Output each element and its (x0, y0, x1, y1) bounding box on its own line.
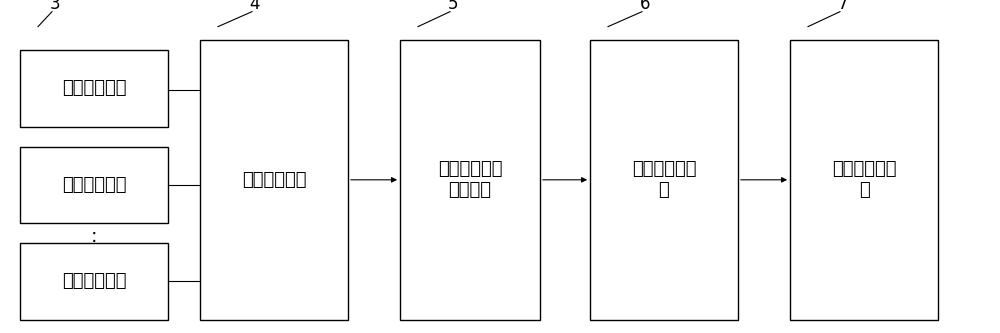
Text: :: : (91, 227, 97, 246)
Bar (200, 40, 348, 320)
Bar (590, 40, 738, 320)
Text: 通道切换单元: 通道切换单元 (242, 171, 306, 189)
Text: 第一低噪声放
大器单元: 第一低噪声放 大器单元 (438, 161, 502, 199)
Bar (20, 243, 168, 320)
Bar (20, 147, 168, 223)
Text: 单轴磁传感器: 单轴磁传感器 (62, 272, 126, 290)
Text: 7: 7 (838, 0, 848, 13)
Text: 3: 3 (50, 0, 60, 13)
Text: 第一积分器单
元: 第一积分器单 元 (832, 161, 896, 199)
Bar (790, 40, 938, 320)
Text: 第一平方器单
元: 第一平方器单 元 (632, 161, 696, 199)
Text: 6: 6 (640, 0, 650, 13)
Bar (20, 50, 168, 127)
Text: 5: 5 (448, 0, 458, 13)
Text: 单轴磁传感器: 单轴磁传感器 (62, 79, 126, 97)
Bar (400, 40, 540, 320)
Text: 单轴磁传感器: 单轴磁传感器 (62, 176, 126, 194)
Text: 4: 4 (250, 0, 260, 13)
